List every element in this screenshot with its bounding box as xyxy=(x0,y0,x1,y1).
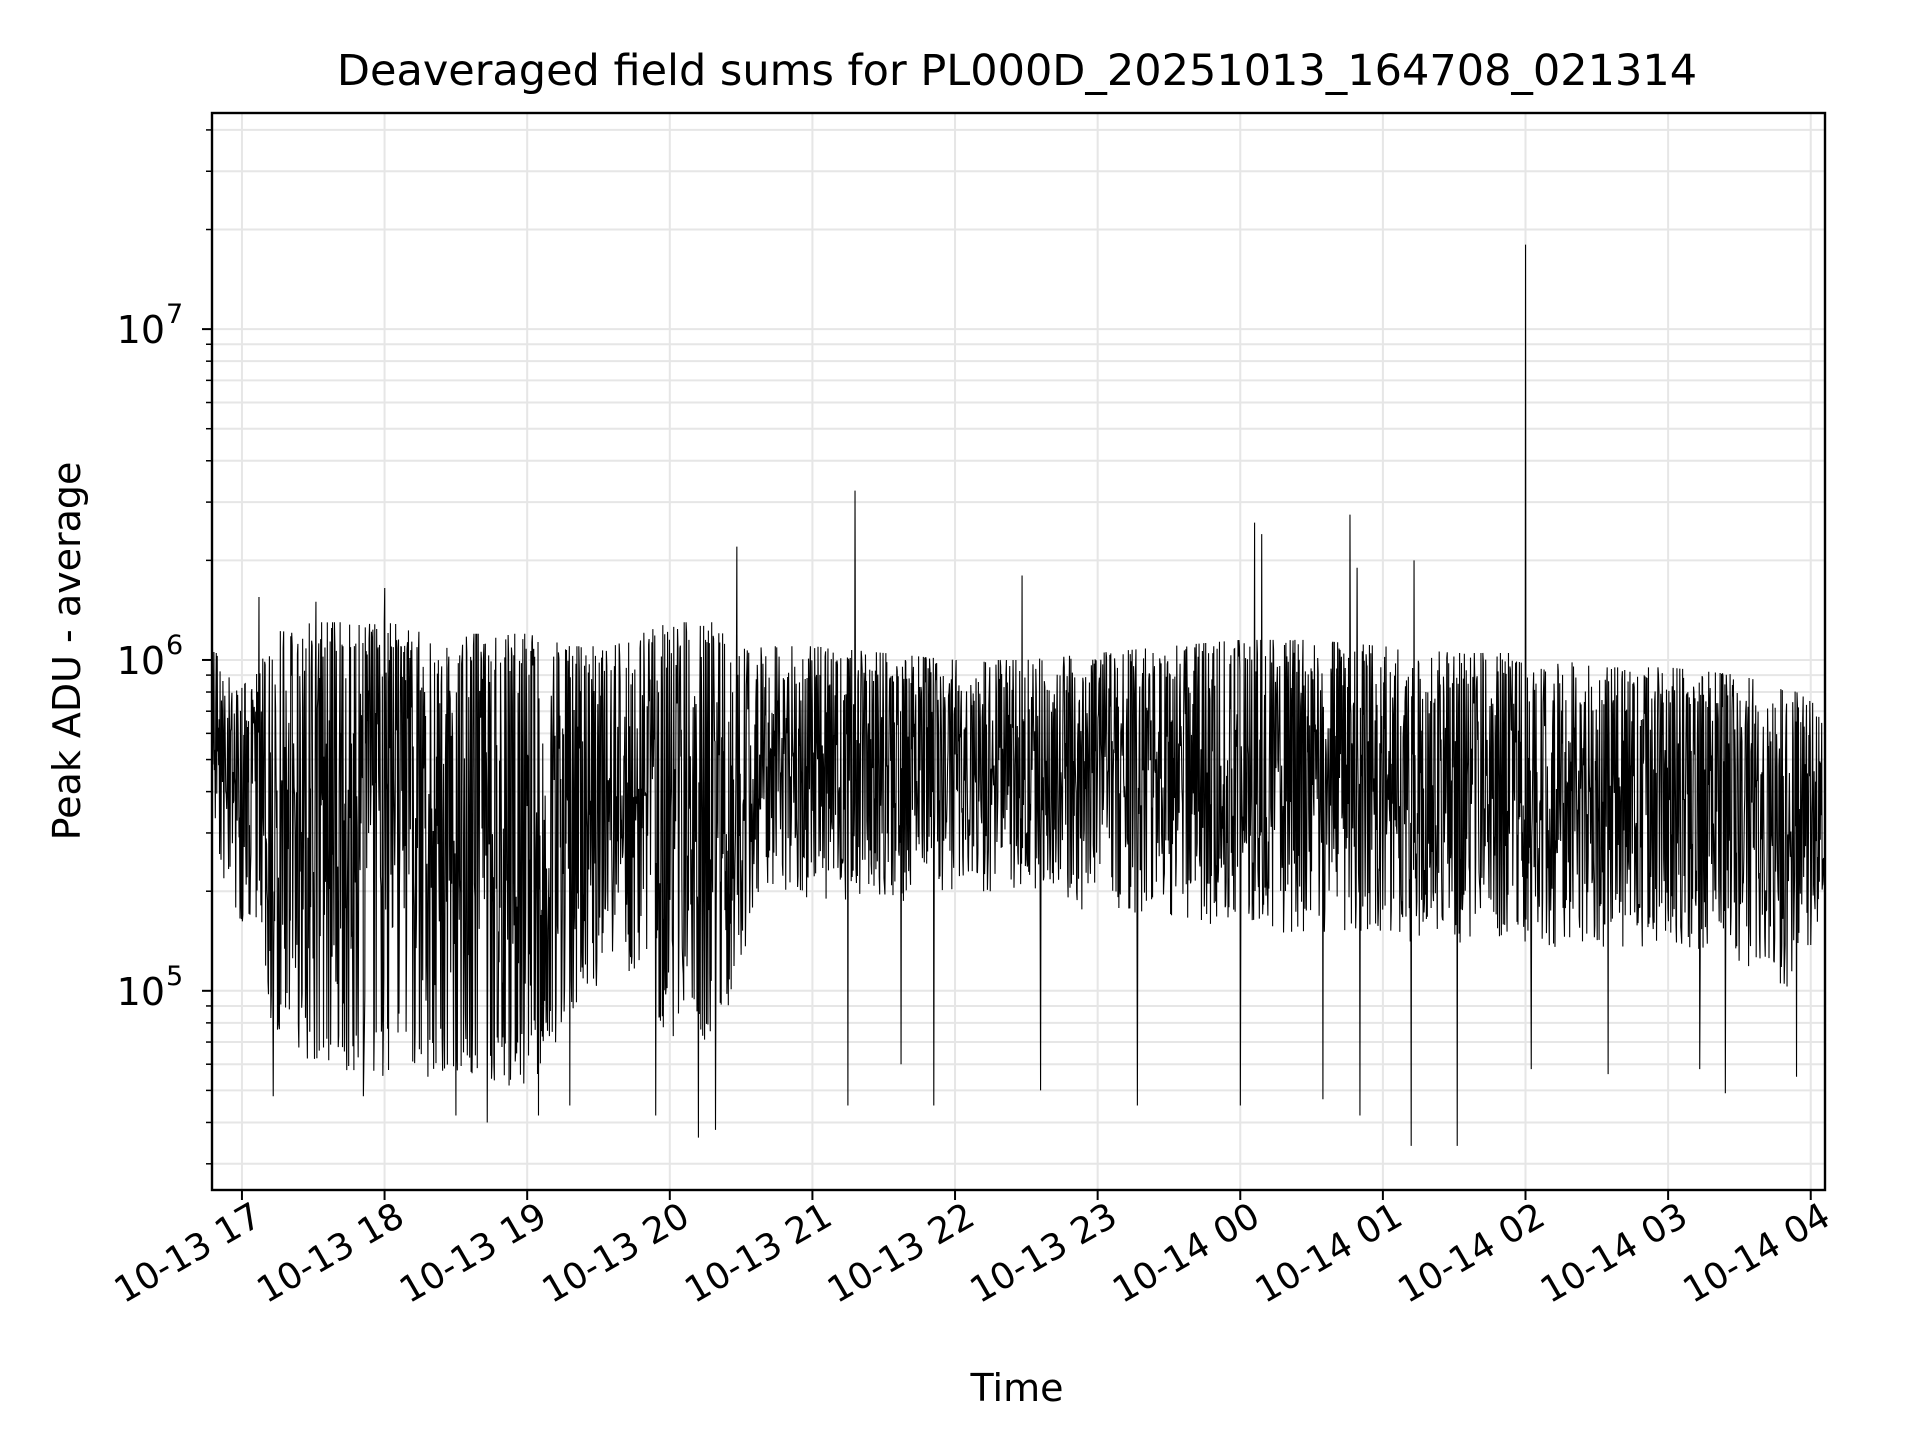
plot-frame xyxy=(210,111,1827,1192)
y-tick-label-exponent: 7 xyxy=(166,299,183,330)
y-tick-label: 10 7 xyxy=(117,299,184,352)
y-tick-label-base: 10 xyxy=(117,970,165,1014)
series-line xyxy=(211,244,1826,1146)
x-tick-label: 10-13 18 xyxy=(250,1195,411,1311)
y-tick-label: 10 6 xyxy=(117,630,184,683)
x-tick-label: 10-14 04 xyxy=(1677,1195,1838,1311)
x-tick-label: 10-13 21 xyxy=(678,1195,839,1311)
y-tick-label-exponent: 6 xyxy=(166,630,183,661)
x-tick-label: 10-13 23 xyxy=(963,1195,1124,1311)
y-tick-label: 10 5 xyxy=(117,961,184,1014)
x-tick-label: 10-13 19 xyxy=(393,1195,554,1311)
x-tick-label: 10-14 00 xyxy=(1106,1195,1267,1311)
y-tick-label-base: 10 xyxy=(117,308,165,352)
chart-title: Deaveraged field sums for PL000D_2025101… xyxy=(337,46,1697,96)
x-axis-label: Time xyxy=(970,1366,1064,1410)
series-layer xyxy=(211,244,1826,1146)
y-axis-label: Peak ADU - average xyxy=(45,462,89,841)
x-tick-label: 10-13 17 xyxy=(108,1195,269,1311)
y-tick-label-exponent: 5 xyxy=(166,961,183,992)
x-tick-label: 10-13 20 xyxy=(536,1195,697,1311)
x-tick-label: 10-14 01 xyxy=(1249,1195,1410,1311)
x-tick-label: 10-14 03 xyxy=(1534,1195,1695,1311)
x-tick-label: 10-14 02 xyxy=(1391,1195,1552,1311)
y-tick-label-base: 10 xyxy=(117,639,165,683)
x-tick-label: 10-13 22 xyxy=(821,1195,982,1311)
